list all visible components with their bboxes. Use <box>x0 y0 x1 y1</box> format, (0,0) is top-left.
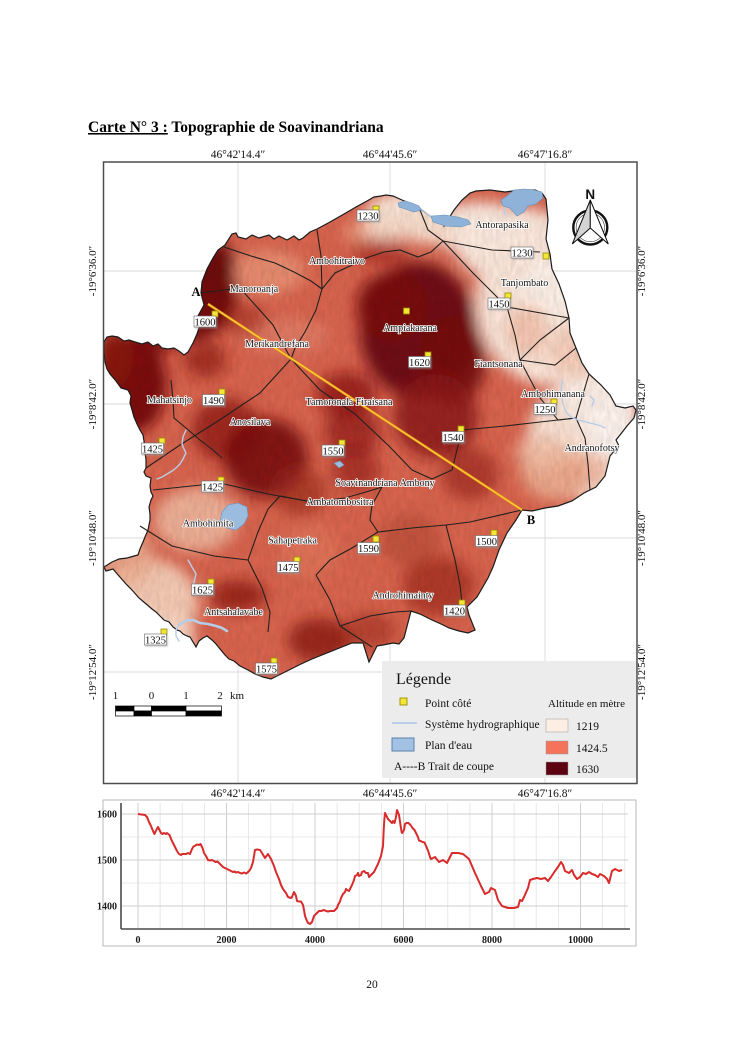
svg-text:1250: 1250 <box>535 405 556 416</box>
svg-text:Merikandrefana: Merikandrefana <box>245 339 309 350</box>
svg-text:Sahapetraka: Sahapetraka <box>268 536 317 547</box>
svg-text:Ambohimita: Ambohimita <box>183 519 234 530</box>
svg-text:1: 1 <box>183 690 189 702</box>
svg-text:1625: 1625 <box>192 585 213 596</box>
svg-text:0: 0 <box>136 935 141 946</box>
svg-text:0: 0 <box>149 690 155 702</box>
svg-text:B: B <box>527 513 535 527</box>
svg-text:Androhimainty: Androhimainty <box>372 591 433 602</box>
svg-text:Altitude en mètre: Altitude en mètre <box>548 698 625 710</box>
svg-text:Point côté: Point côté <box>425 698 471 710</box>
svg-text:-19°10'48.0″: -19°10'48.0″ <box>636 510 648 566</box>
svg-text:Andranofotsy: Andranofotsy <box>565 443 620 454</box>
svg-text:1219: 1219 <box>576 721 599 733</box>
svg-text:Ambohitraivo: Ambohitraivo <box>309 256 365 267</box>
svg-text:1500: 1500 <box>476 537 497 548</box>
svg-text:1590: 1590 <box>358 544 379 555</box>
svg-text:Manoroanja: Manoroanja <box>230 284 279 295</box>
svg-text:1550: 1550 <box>323 446 344 457</box>
svg-text:1620: 1620 <box>409 358 430 369</box>
svg-text:-19°8'42.0″: -19°8'42.0″ <box>636 379 648 429</box>
svg-text:Plan d'eau: Plan d'eau <box>425 740 472 752</box>
svg-text:1425: 1425 <box>202 482 223 493</box>
svg-text:-19°6'36.0″: -19°6'36.0″ <box>636 246 648 296</box>
svg-text:Mahatsinjo: Mahatsinjo <box>147 395 192 406</box>
svg-text:1500: 1500 <box>97 856 117 867</box>
svg-text:1425: 1425 <box>142 444 163 455</box>
svg-text:1325: 1325 <box>145 635 166 646</box>
svg-text:1420: 1420 <box>444 606 465 617</box>
svg-text:1400: 1400 <box>97 902 117 913</box>
svg-text:Ampiakarana: Ampiakarana <box>383 323 437 334</box>
svg-text:Légende: Légende <box>396 671 451 688</box>
svg-text:-19°12'54.0″: -19°12'54.0″ <box>636 644 648 700</box>
svg-text:Antorapasika: Antorapasika <box>475 220 529 231</box>
svg-text:2: 2 <box>217 690 223 702</box>
svg-text:Antsahalavabe: Antsahalavabe <box>204 607 263 618</box>
svg-text:Système hydrographique: Système hydrographique <box>425 719 540 731</box>
svg-text:10000: 10000 <box>568 935 593 946</box>
svg-text:Soavinandriana Ambony: Soavinandriana Ambony <box>335 478 434 489</box>
svg-text:N: N <box>585 187 595 202</box>
svg-text:-19°12'54.0″: -19°12'54.0″ <box>87 644 99 700</box>
svg-text:-19°10'48.0″: -19°10'48.0″ <box>87 510 99 566</box>
svg-text:8000: 8000 <box>482 935 502 946</box>
svg-text:km: km <box>230 690 245 702</box>
svg-text:Ambatombositra: Ambatombositra <box>306 497 374 508</box>
svg-text:1450: 1450 <box>489 299 510 310</box>
svg-text:4000: 4000 <box>305 935 325 946</box>
svg-text:-19°8'42.0″: -19°8'42.0″ <box>87 379 99 429</box>
svg-text:46°47'16.8″: 46°47'16.8″ <box>518 149 573 161</box>
svg-text:A----B Trait de coupe: A----B Trait de coupe <box>394 761 494 773</box>
svg-text:1600: 1600 <box>97 810 117 821</box>
svg-text:6000: 6000 <box>394 935 414 946</box>
svg-text:1230: 1230 <box>358 211 379 222</box>
svg-text:1490: 1490 <box>203 396 224 407</box>
svg-text:46°44'45.6″: 46°44'45.6″ <box>363 788 418 800</box>
svg-text:1540: 1540 <box>443 433 464 444</box>
svg-text:1475: 1475 <box>278 563 299 574</box>
svg-text:Fiantsonana: Fiantsonana <box>474 359 523 370</box>
svg-text:2000: 2000 <box>217 935 237 946</box>
svg-text:1600: 1600 <box>195 317 216 328</box>
svg-text:1230: 1230 <box>512 248 533 259</box>
svg-text:1: 1 <box>113 690 119 702</box>
svg-text:1630: 1630 <box>576 764 599 776</box>
svg-text:46°47'16.8″: 46°47'16.8″ <box>518 788 573 800</box>
svg-text:46°42'14.4″: 46°42'14.4″ <box>211 788 266 800</box>
svg-text:1424.5: 1424.5 <box>576 743 608 755</box>
svg-text:-19°6'36.0″: -19°6'36.0″ <box>87 246 99 296</box>
svg-text:Tamoronala Firaisana: Tamoronala Firaisana <box>306 397 393 408</box>
svg-text:46°42'14.4″: 46°42'14.4″ <box>211 149 266 161</box>
svg-text:Carte N° 3 : Topographie de So: Carte N° 3 : Topographie de Soavinandria… <box>88 119 384 136</box>
svg-text:Anosilava: Anosilava <box>230 417 271 428</box>
svg-text:A: A <box>191 285 200 299</box>
svg-text:46°44'45.6″: 46°44'45.6″ <box>363 149 418 161</box>
svg-text:Tanjombato: Tanjombato <box>501 278 549 289</box>
svg-text:20: 20 <box>366 979 378 991</box>
svg-text:1575: 1575 <box>256 664 277 675</box>
svg-text:Ambohimanana: Ambohimanana <box>521 389 585 400</box>
